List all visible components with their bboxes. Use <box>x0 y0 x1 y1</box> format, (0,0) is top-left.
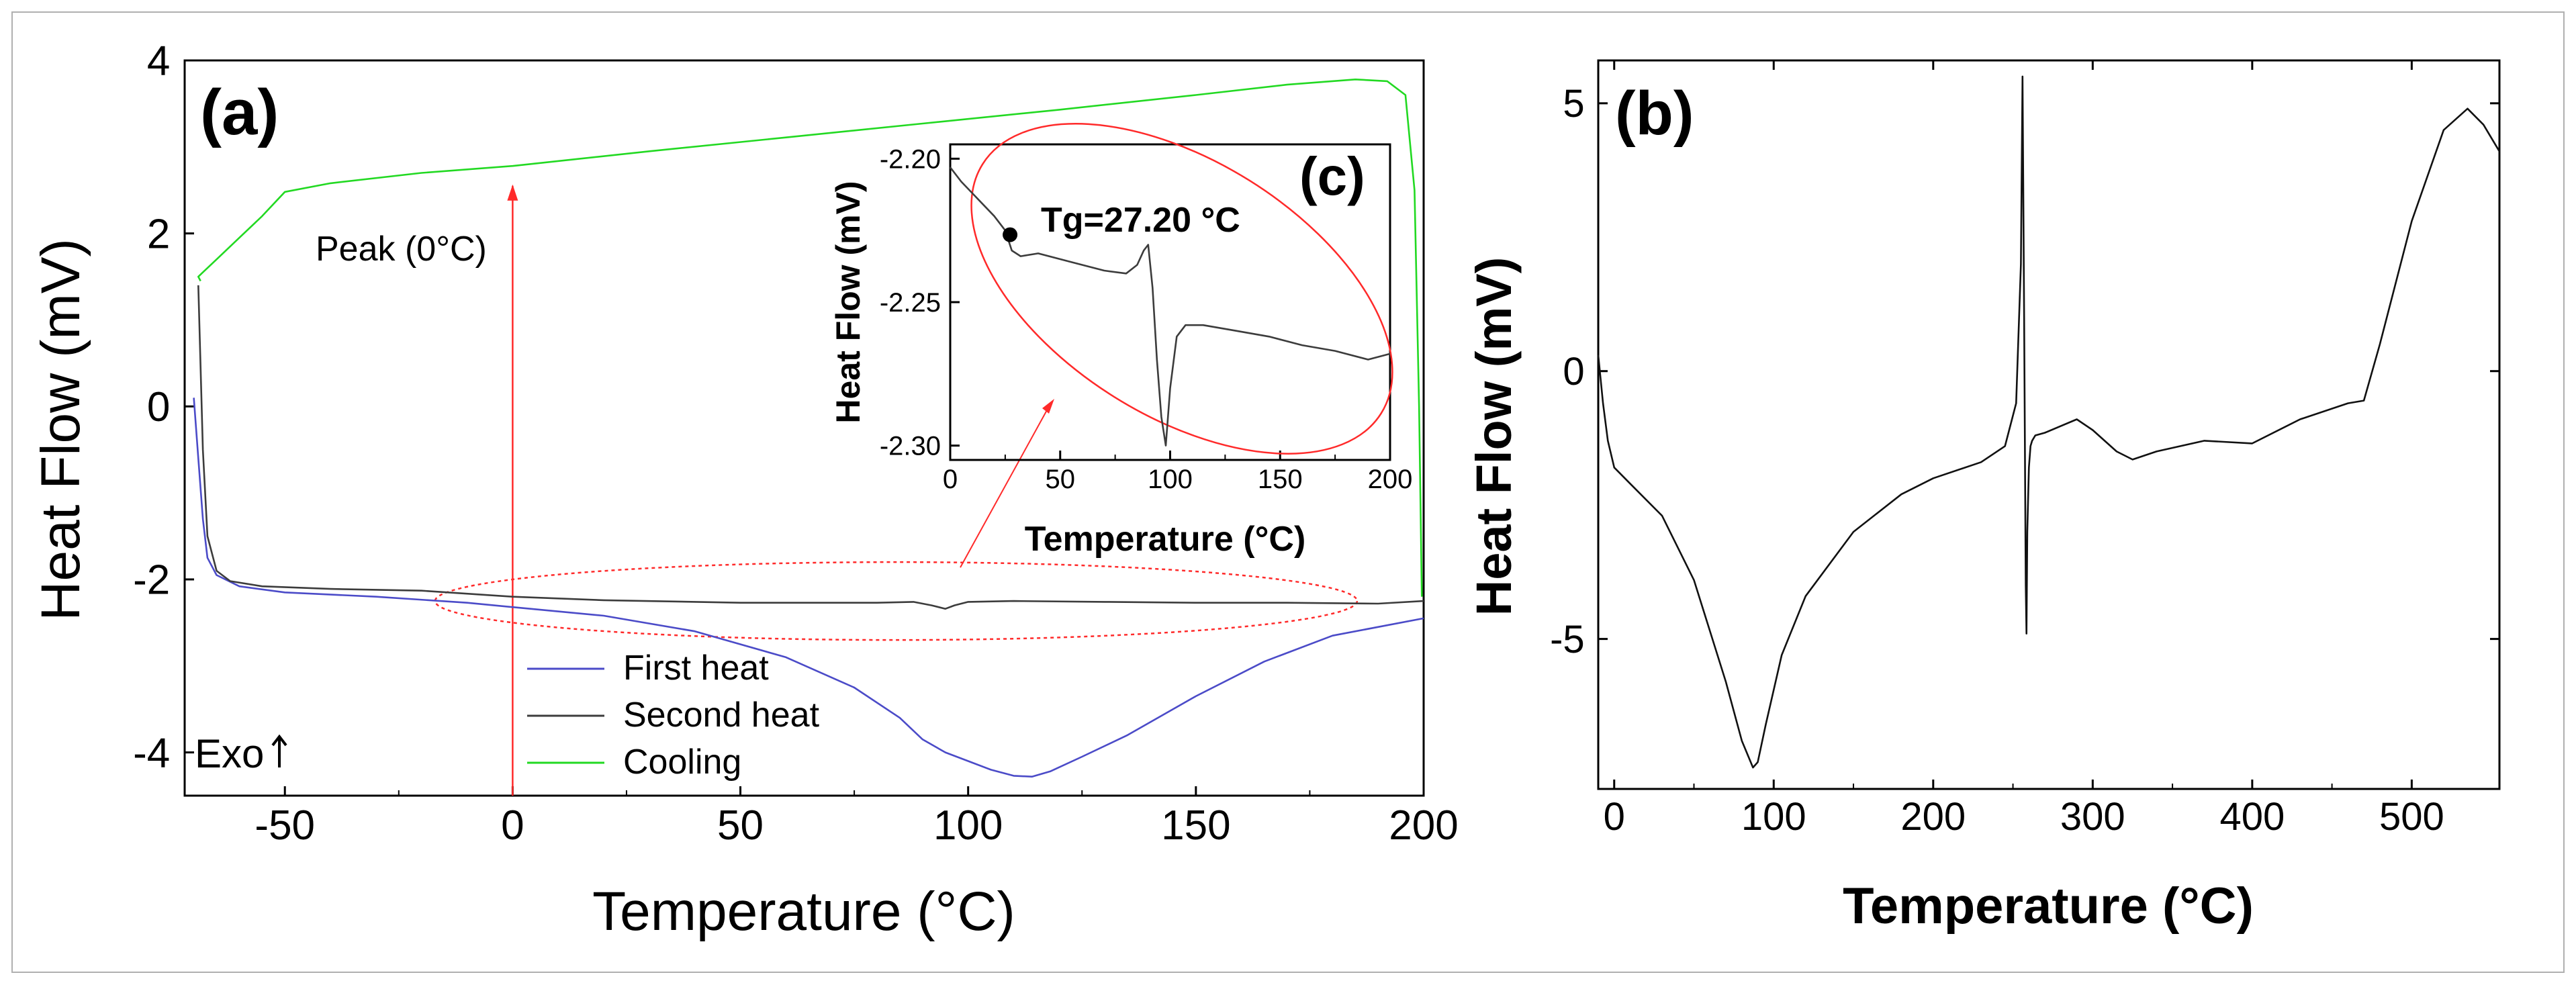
legend-label-cooling: Cooling <box>623 743 741 782</box>
panel-c-series <box>949 167 1391 447</box>
panel-a-x-axis-label: Temperature (°C) <box>592 881 1015 942</box>
panel-c-y-axis-label: Heat Flow (mV) <box>829 181 867 423</box>
panel-c-ticks <box>949 157 1391 460</box>
legend-label-first-heat: First heat <box>623 649 769 688</box>
y-tick-label: 4 <box>147 38 170 85</box>
x-tick-label: 150 <box>1258 465 1303 494</box>
panel-a-tick-labels: -50 0 50 100 150 200 4 2 0 -2 -4 <box>133 38 1459 849</box>
y-tick-label: 2 <box>147 211 170 257</box>
tg-marker <box>1003 227 1018 242</box>
panel-c-tick-labels: 0 50 100 150 200 -2.20 -2.25 -2.30 <box>880 144 1413 494</box>
panel-b-tick-labels: 0 100 200 300 400 500 5 0 -5 <box>1550 82 2444 839</box>
x-tick-label: 500 <box>2379 795 2444 839</box>
peak-label: Peak (0°C) <box>316 230 487 269</box>
zoom-connector <box>960 402 1052 568</box>
panel-a-legend: First heat Second heat Cooling <box>527 649 820 782</box>
panel-a-label: (a) <box>200 77 279 148</box>
panel-a-series <box>193 79 1424 778</box>
y-tick-label: 5 <box>1563 82 1584 126</box>
panel-b-series <box>1597 75 2501 769</box>
x-tick-label: 0 <box>501 802 524 849</box>
panel-b-plot-frame <box>1597 59 2501 790</box>
x-tick-label: 50 <box>717 802 764 849</box>
panel-b-ticks <box>1598 60 2499 789</box>
zoom-ellipse <box>434 561 1359 641</box>
x-tick-label: -50 <box>255 802 315 849</box>
x-tick-label: 150 <box>1161 802 1230 849</box>
series-line-cooling <box>197 79 1423 597</box>
panel-a-y-axis-label: Heat Flow (mV) <box>30 238 91 621</box>
x-tick-label: 100 <box>933 802 1003 849</box>
x-tick-label: 200 <box>1368 465 1413 494</box>
series-line-first-heat <box>193 397 1424 778</box>
y-tick-label: -2.30 <box>880 432 941 461</box>
y-tick-label: -4 <box>133 730 170 776</box>
y-tick-label: -2 <box>133 557 170 604</box>
x-tick-label: 0 <box>943 465 958 494</box>
legend-label-second-heat: Second heat <box>623 696 820 735</box>
y-tick-label: -2.25 <box>880 288 941 318</box>
panel-a-annotations <box>434 184 1359 796</box>
y-tick-label: 0 <box>1563 350 1584 393</box>
x-tick-label: 50 <box>1046 465 1076 494</box>
panel-c-inset: 0 50 100 150 200 -2.20 -2.25 -2.30 (c) Heat Flo… <box>829 123 1413 559</box>
panel-c-ellipse <box>970 123 1393 455</box>
exo-label: Exo <box>195 731 264 776</box>
series-line-heat-flow <box>1597 75 2501 769</box>
y-tick-label: -2.20 <box>880 144 941 174</box>
x-tick-label: 100 <box>1741 795 1806 839</box>
y-tick-label: -5 <box>1550 618 1585 661</box>
y-tick-label: 0 <box>147 384 170 430</box>
x-tick-label: 0 <box>1604 795 1625 839</box>
exo-arrow-icon <box>271 734 287 767</box>
x-tick-label: 400 <box>2219 795 2285 839</box>
x-tick-label: 200 <box>1900 795 1966 839</box>
x-tick-label: 300 <box>2060 795 2125 839</box>
panel-c-label: (c) <box>1299 146 1365 206</box>
zoom-connector-head <box>1042 399 1054 414</box>
panel-b-y-axis-label: Heat Flow (mV) <box>1466 257 1522 616</box>
series-line-second-heat <box>949 167 1391 447</box>
x-tick-label: 100 <box>1148 465 1193 494</box>
peak-arrow-head <box>507 184 518 201</box>
tg-label: Tg=27.20 °C <box>1041 201 1240 240</box>
panel-a-ticks <box>185 59 1425 796</box>
panel-c-x-axis-label: Temperature (°C) <box>1025 520 1306 559</box>
panel-a-plot-frame <box>183 59 1425 797</box>
series-line-second-heat <box>197 285 1424 610</box>
panel-a: -50 0 50 100 150 200 4 2 0 -2 -4 (a) Heat Flow (mV… <box>30 38 1459 942</box>
x-tick-label: 200 <box>1389 802 1458 849</box>
panel-b-label: (b) <box>1615 79 1694 148</box>
panel-b-x-axis-label: Temperature (°C) <box>1843 878 2254 935</box>
inset-ellipse <box>970 123 1393 455</box>
